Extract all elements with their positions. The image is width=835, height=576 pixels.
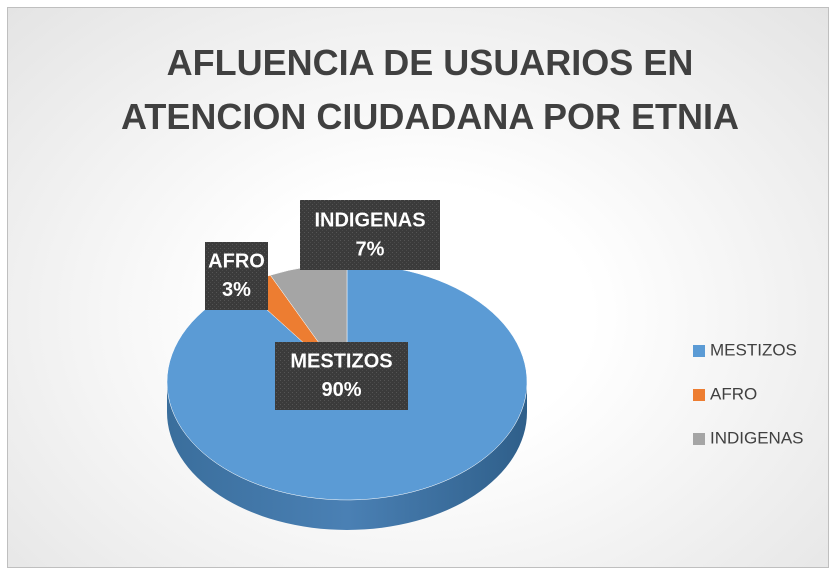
legend-swatch <box>693 389 705 401</box>
data-label-value: 7% <box>356 239 385 261</box>
data-label-name: MESTIZOS <box>290 351 392 373</box>
data-label-box <box>205 242 268 310</box>
data-label-value: 3% <box>222 279 251 301</box>
data-label-name: INDIGENAS <box>314 209 425 231</box>
data-label-name: AFRO <box>208 251 265 273</box>
legend-swatch <box>693 433 705 445</box>
legend-label: AFRO <box>710 384 757 403</box>
data-label-box <box>275 342 408 410</box>
legend-label: MESTIZOS <box>710 340 797 359</box>
chart-title: AFLUENCIA DE USUARIOS EN ATENCION CIUDAD… <box>121 42 739 137</box>
data-label-value: 90% <box>321 379 361 401</box>
pie-side <box>167 382 527 530</box>
data-label-box <box>300 200 440 270</box>
legend-swatch <box>693 345 705 357</box>
legend-label: INDIGENAS <box>710 428 804 447</box>
